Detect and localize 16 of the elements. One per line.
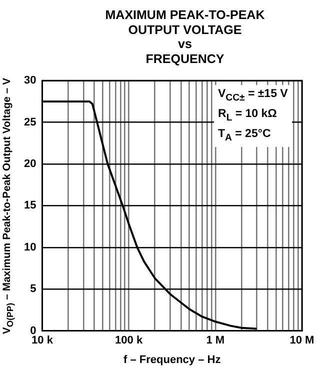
x-tick-label: 10 k: [32, 334, 54, 346]
y-tick-label: 20: [24, 158, 36, 170]
x-axis-title: f – Frequency – Hz: [122, 354, 222, 366]
annotation: T$_{A}$ = 25°C: [218, 127, 272, 146]
chart-title: MAXIMUM PEAK-TO-PEAK OUTPUT VOLTAGE vs FREQUENCY: [104, 8, 266, 66]
annotation: V$_{CC±}$ = ±15 V: [218, 86, 288, 105]
y-tick-label: 10: [24, 241, 36, 254]
y-tick-label: 15: [24, 200, 36, 212]
y-tick-label: 0: [30, 324, 36, 337]
y-tick-label: 25: [24, 116, 36, 128]
y-tick-label: 30: [24, 74, 36, 87]
x-tick-label: 10 M: [290, 334, 314, 346]
y-tick-label: 5: [30, 283, 36, 296]
x-tick-label: 1 M: [206, 334, 225, 346]
annotation: R$_{L}$ = 10 kΩ: [218, 106, 278, 126]
x-tick-label: 100 k: [115, 334, 144, 346]
